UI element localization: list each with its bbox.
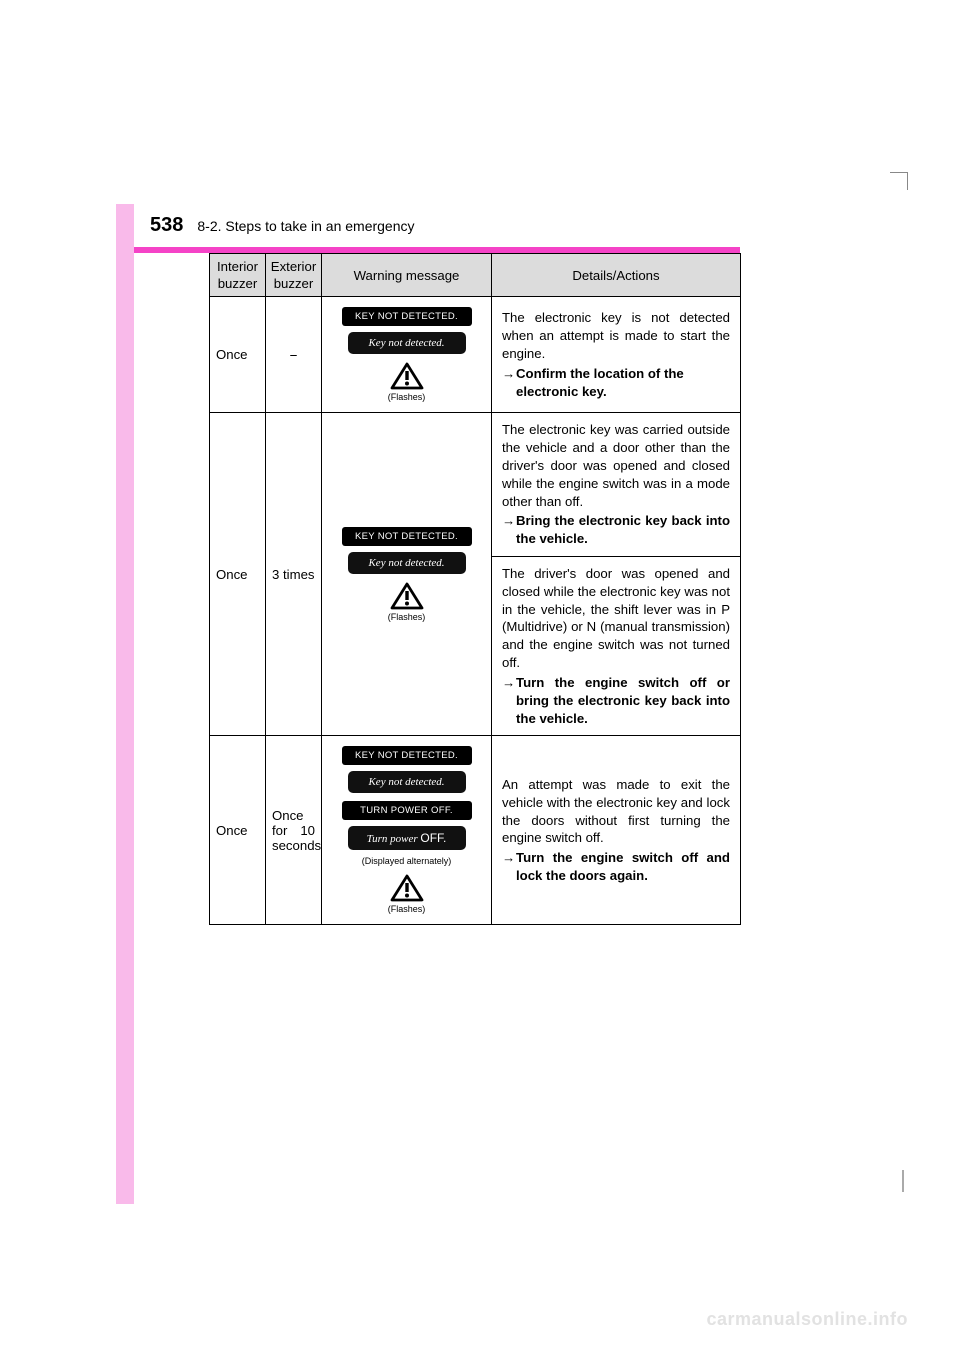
warning-pill-italic: Key not detected.: [348, 552, 466, 574]
warning-pill-italic: Key not detected.: [348, 332, 466, 354]
crop-mark-bottom-right: [902, 1170, 904, 1192]
crop-mark-top-right: [890, 172, 908, 190]
table-row: Once ⎯ KEY NOT DETECTED. Key not detecte…: [210, 297, 741, 413]
warning-pill: KEY NOT DETECTED.: [342, 527, 472, 546]
cell-interior: Once: [210, 297, 266, 413]
col-details-actions: Details/Actions: [492, 254, 741, 297]
arrow-icon: →: [502, 674, 516, 727]
warning-triangle-icon: [390, 582, 424, 610]
cell-interior: Once: [210, 413, 266, 736]
cell-warning: KEY NOT DETECTED. Key not detected. TURN…: [322, 736, 492, 925]
page-header: 538 8-2. Steps to take in an emergency: [150, 214, 415, 237]
cell-details: The electronic key was carried outside t…: [492, 413, 741, 557]
cell-details: An attempt was made to exit the vehicle …: [492, 736, 741, 925]
cell-details: The driver's door was opened and closed …: [492, 557, 741, 736]
arrow-icon: →: [502, 849, 516, 885]
warning-triangle-icon: [390, 362, 424, 390]
warning-pill: KEY NOT DETECTED.: [342, 746, 472, 765]
detail-text: The driver's door was opened and closed …: [502, 566, 730, 670]
detail-text: The electronic key is not detected when …: [502, 310, 730, 361]
cell-warning: KEY NOT DETECTED. Key not detected. (Fla…: [322, 297, 492, 413]
displayed-alternately-label: (Displayed alternately): [328, 856, 485, 866]
action-text: Confirm the location of the electronic k…: [516, 365, 730, 401]
detail-text: An attempt was made to exit the vehicle …: [502, 777, 730, 845]
flashes-label: (Flashes): [328, 904, 485, 914]
table-row: Once 3 times KEY NOT DETECTED. Key not d…: [210, 413, 741, 557]
arrow-icon: →: [502, 512, 516, 548]
exterior-line: Once: [272, 808, 315, 823]
warning-pill-italic: Key not detected.: [348, 771, 466, 793]
action-text: Turn the engine switch off or bring the …: [516, 674, 730, 727]
warning-triangle-icon: [390, 874, 424, 902]
exterior-line: for 10: [272, 823, 315, 838]
detail-text: The electronic key was carried outside t…: [502, 422, 730, 508]
pill-off: OFF.: [420, 831, 446, 845]
arrow-icon: →: [502, 365, 516, 401]
warning-pill: KEY NOT DETECTED.: [342, 307, 472, 326]
section-tab: [116, 204, 134, 1204]
flashes-label: (Flashes): [328, 392, 485, 402]
cell-exterior: 3 times: [266, 413, 322, 736]
table-row: Once Once for 10 seconds KEY NOT DETECTE…: [210, 736, 741, 925]
warning-pill-italic: Turn power OFF.: [348, 826, 466, 850]
cell-details: The electronic key is not detected when …: [492, 297, 741, 413]
section-title: 8-2. Steps to take in an emergency: [197, 218, 414, 234]
warning-pill: TURN POWER OFF.: [342, 801, 472, 820]
cell-interior: Once: [210, 736, 266, 925]
col-exterior-buzzer: Exterior buzzer: [266, 254, 322, 297]
col-interior-buzzer: Interior buzzer: [210, 254, 266, 297]
cell-warning: KEY NOT DETECTED. Key not detected. (Fla…: [322, 413, 492, 736]
action-text: Turn the engine switch off and lock the …: [516, 849, 730, 885]
flashes-label: (Flashes): [328, 612, 485, 622]
page-number: 538: [150, 214, 183, 237]
warning-table: Interior buzzer Exterior buzzer Warning …: [209, 253, 741, 925]
cell-exterior: ⎯: [266, 297, 322, 413]
pill-text: Turn power: [367, 833, 421, 845]
cell-exterior: Once for 10 seconds: [266, 736, 322, 925]
action-text: Bring the electronic key back into the v…: [516, 512, 730, 548]
exterior-line: seconds: [272, 838, 315, 853]
col-warning-message: Warning message: [322, 254, 492, 297]
watermark: carmanualsonline.info: [706, 1309, 908, 1330]
table-header-row: Interior buzzer Exterior buzzer Warning …: [210, 254, 741, 297]
